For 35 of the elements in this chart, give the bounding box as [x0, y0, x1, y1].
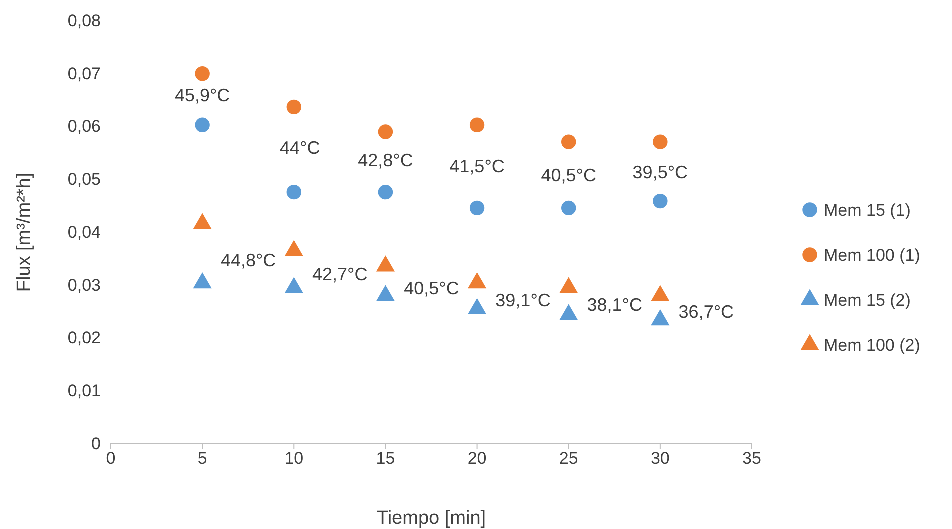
- y-axis-title: Flux [m³/m²*h]: [14, 172, 35, 292]
- legend-label: Mem 15 (1): [824, 200, 911, 220]
- x-tick-label: 15: [376, 449, 396, 468]
- annotation: 39,1°C: [496, 290, 551, 310]
- y-tick-label: 0,07: [68, 64, 101, 84]
- x-tick-label: 5: [198, 449, 208, 468]
- x-tick-label: 35: [742, 449, 762, 468]
- annotation: 41,5°C: [450, 156, 505, 177]
- annotation: 40,5°C: [541, 166, 596, 186]
- x-tick-label: 20: [468, 449, 487, 468]
- x-axis-title: Tiempo [min]: [376, 508, 486, 529]
- annotation: 45,9°C: [174, 85, 230, 106]
- x-tick-label: 25: [559, 449, 578, 468]
- legend-label: Mem 15 (2): [824, 290, 911, 310]
- x-tick-label: 0: [106, 449, 116, 468]
- y-tick-label: 0,03: [68, 276, 101, 295]
- y-tick-label: 0: [92, 434, 101, 454]
- y-tick-label: 0,08: [68, 11, 101, 30]
- y-tick-label: 0,04: [68, 222, 101, 242]
- annotation: 44,8°C: [220, 250, 276, 270]
- y-tick-label: 0,02: [68, 328, 101, 348]
- x-tick-label: 10: [284, 449, 304, 468]
- annotation: 42,7°C: [312, 264, 368, 285]
- y-tick-label: 0,05: [68, 170, 101, 190]
- annotation: 39,5°C: [632, 162, 688, 183]
- x-tick-label: 30: [650, 449, 670, 468]
- annotation: 44°C: [280, 138, 320, 158]
- annotation: 38,1°C: [587, 295, 642, 316]
- annotation: 36,7°C: [678, 302, 734, 322]
- annotation: 42,8°C: [358, 150, 414, 170]
- y-tick-label: 0,01: [68, 382, 101, 401]
- annotation: 40,5°C: [404, 278, 460, 298]
- y-tick-label: 0,06: [68, 117, 101, 136]
- legend-label: Mem 100 (2): [824, 336, 920, 355]
- legend-label: Mem 100 (1): [824, 246, 920, 265]
